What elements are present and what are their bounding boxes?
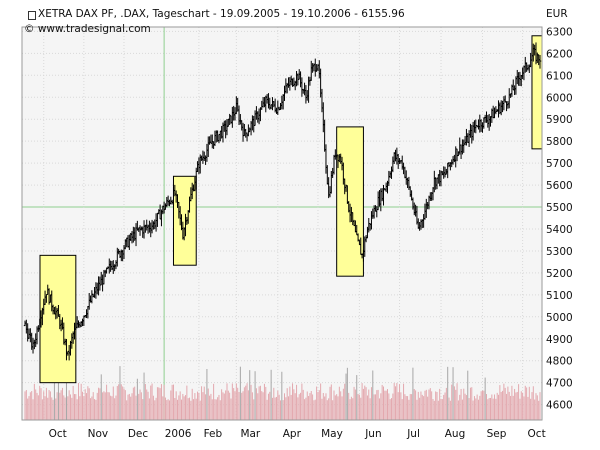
y-axis: 4600 4700 4800 4900 5000 5100 5200 5300 5400 5500… <box>546 26 573 411</box>
x-tick-label: Jun <box>364 428 381 440</box>
highlight-box <box>39 254 77 384</box>
volume-bars <box>24 365 541 420</box>
x-tick-label: Sep <box>487 428 507 440</box>
x-tick-label: Apr <box>283 428 302 440</box>
currency-label: EUR <box>546 8 568 20</box>
x-tick-label: Jul <box>406 428 420 440</box>
x-tick-label: Nov <box>88 428 109 440</box>
y-tick-label: 5500 <box>546 202 573 214</box>
y-tick-label: 5900 <box>546 114 573 126</box>
x-tick-label: May <box>321 428 343 440</box>
source-credit: © www.tradesignal.com <box>24 23 151 35</box>
chart-title: XETRA DAX PF, .DAX, Tageschart - 19.09.2… <box>38 8 405 20</box>
x-tick-label: Oct <box>528 428 546 440</box>
y-tick-label: 4700 <box>546 378 573 390</box>
y-tick-label: 4600 <box>546 400 573 412</box>
y-tick-label: 5800 <box>546 136 573 148</box>
y-tick-label: 5100 <box>546 290 573 302</box>
y-tick-label: 4800 <box>546 356 573 368</box>
x-tick-label: Dec <box>128 428 149 440</box>
y-tick-label: 5000 <box>546 312 573 324</box>
x-tick-label: Mar <box>240 428 260 440</box>
highlight-box <box>336 126 364 277</box>
y-tick-label: 5700 <box>546 158 573 170</box>
plot-frame <box>21 26 543 421</box>
x-tick-label: Feb <box>204 428 223 440</box>
x-tick-label: Oct <box>49 428 67 440</box>
plot-area <box>22 27 542 420</box>
y-tick-label: 6200 <box>546 48 573 60</box>
chart-symbol-icon[interactable] <box>28 11 36 20</box>
x-tick-label: 2006 <box>165 428 192 440</box>
price-bars <box>23 42 542 361</box>
x-tick-label: Aug <box>445 428 466 440</box>
y-tick-label: 5200 <box>546 268 573 280</box>
y-tick-label: 6300 <box>546 26 573 38</box>
y-tick-label: 5300 <box>546 246 573 258</box>
y-tick-label: 5400 <box>546 224 573 236</box>
y-tick-label: 6100 <box>546 70 573 82</box>
y-tick-label: 6000 <box>546 92 573 104</box>
y-tick-label: 5600 <box>546 180 573 192</box>
x-axis: Oct Nov Dec 2006 Feb Mar Apr May Jun Jul Aug Sep Oct <box>49 428 546 440</box>
y-tick-label: 4900 <box>546 334 573 346</box>
